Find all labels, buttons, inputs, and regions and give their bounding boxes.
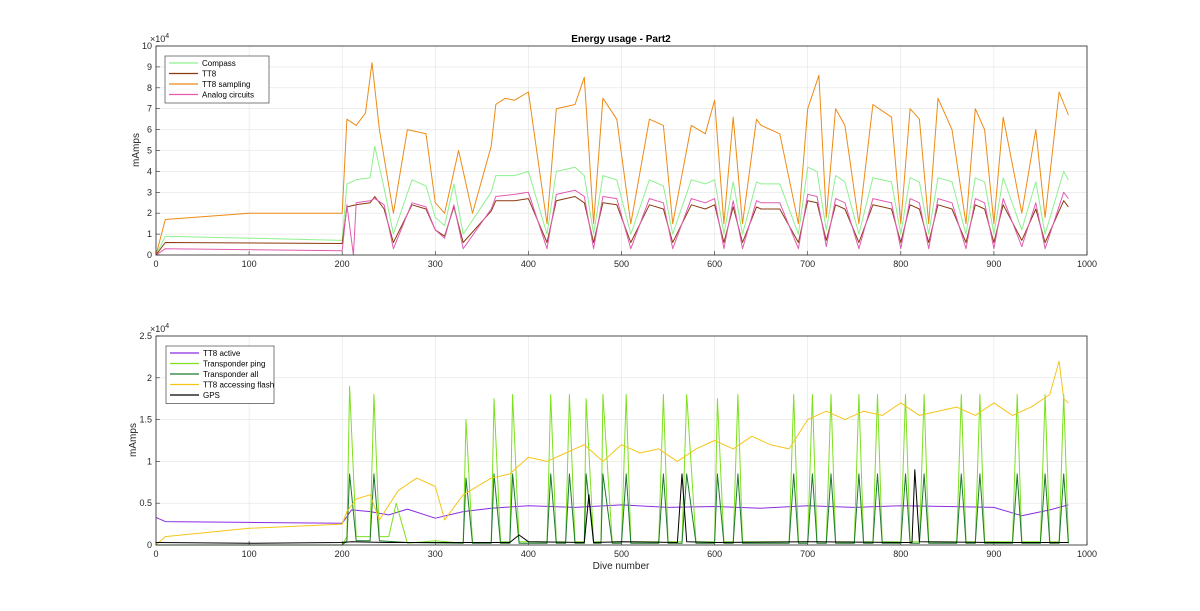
legend-entry-tt8: TT8 [202,70,217,79]
y-tick-label: 0.5 [139,498,152,508]
y-tick-label: 7 [147,104,152,114]
y-exponent-bottom: ×104 [150,323,169,334]
y-tick-label: 0 [147,540,152,550]
legend-entry-transponder-ping: Transponder ping [203,360,265,369]
x-tick-label: 800 [893,259,908,269]
legend-entry-gps: GPS [203,391,220,400]
x-tick-label: 800 [893,549,908,559]
y-tick-label: 1 [147,456,152,466]
legend-entry-transponder-all: Transponder all [203,370,259,379]
x-tick-labels-top: 0 100 200 300 400 500 600 700 800 900 1000 [153,259,1097,269]
legend-entry-tt8-sampling: TT8 sampling [202,80,250,89]
x-tick-label: 400 [521,259,536,269]
y-tick-label: 1 [147,229,152,239]
x-tick-label: 900 [986,259,1001,269]
x-tick-label: 700 [800,549,815,559]
x-tick-label: 200 [335,259,350,269]
legend-entry-compass: Compass [202,59,236,68]
x-tick-label: 100 [242,549,257,559]
y-tick-labels-bottom: 00.511.522.5 [139,331,152,550]
x-tick-labels-bottom: 0 100 200 300 400 500 600 700 800 900 1000 [153,549,1097,559]
chart-title: Energy usage - Part2 [571,34,671,45]
y-tick-label: 2 [147,373,152,383]
legend-entry-analog-circuits: Analog circuits [202,91,254,100]
x-tick-label: 500 [614,549,629,559]
legend-entry-tt8-active: TT8 active [203,349,241,358]
x-tick-label: 500 [614,259,629,269]
subplot-bottom: 0 100 200 300 400 500 600 700 800 900 1000 0 0.5 1 1.… [128,323,1097,572]
y-exponent-top: ×104 [150,33,169,44]
subplot-top: 0 100 200 300 400 500 600 700 800 900 1000 0 1 2 3 4 5 6… [131,33,1097,269]
y-tick-label: 6 [147,125,152,135]
y-tick-label: 5 [147,146,152,156]
y-axis-label-top: mAmps [131,133,142,167]
x-tick-label: 600 [707,259,722,269]
y-axis-label-bottom: mAmps [128,423,139,457]
y-tick-label: 9 [147,62,152,72]
y-tick-label: 1.5 [139,415,152,425]
x-tick-label: 100 [242,259,257,269]
x-axis-label-bottom: Dive number [593,561,650,572]
x-tick-label: 300 [428,549,443,559]
x-tick-label: 400 [521,549,536,559]
x-tick-label: 200 [335,549,350,559]
x-tick-label: 0 [153,549,158,559]
x-tick-label: 700 [800,259,815,269]
y-tick-label: 8 [147,83,152,93]
y-tick-label: 2 [147,208,152,218]
x-tick-label: 300 [428,259,443,269]
x-tick-label: 1000 [1077,549,1097,559]
x-tick-label: 0 [153,259,158,269]
x-tick-label: 900 [986,549,1001,559]
x-tick-label: 1000 [1077,259,1097,269]
legend-entry-tt8-accessing-flash: TT8 accessing flash [203,381,274,390]
y-tick-label: 3 [147,187,152,197]
y-tick-label: 0 [147,250,152,260]
y-tick-label: 4 [147,166,152,176]
x-tick-label: 600 [707,549,722,559]
